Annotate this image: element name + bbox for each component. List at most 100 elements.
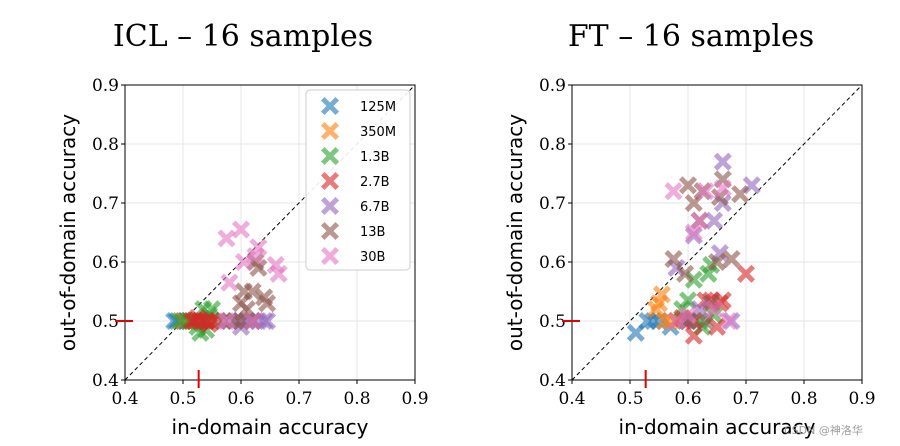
legend-label: 13B: [360, 225, 385, 240]
legend-label: 1.3B: [360, 150, 390, 165]
data-points: [626, 152, 761, 345]
point-30b: [231, 220, 251, 239]
legend: 125M 350M 1.3B 2.7B 6.7B 13B 30B: [305, 89, 411, 271]
x-tick-label: 0.5: [616, 389, 643, 409]
point-30b: [713, 179, 732, 198]
point-125m: [626, 323, 645, 342]
point-13b: [731, 185, 750, 204]
x-tick-label: 0.5: [169, 389, 196, 409]
point-13b: [664, 250, 683, 269]
point-2.7b: [707, 317, 727, 336]
point-13b: [243, 282, 262, 301]
chart-title: FT – 16 samples: [568, 19, 814, 54]
point-30b: [217, 311, 236, 331]
x-tick-label: 0.6: [674, 389, 701, 409]
x-tick-label: 0.8: [790, 389, 817, 409]
point-30b: [664, 182, 683, 201]
ft-chart-panel: FT – 16 samples 0.4 0.5 0.6 0.7 0.8 0.9 0.4 0.5 0…: [503, 19, 876, 439]
x-tick-label: 0.9: [401, 389, 428, 409]
x-axis-label: in-domain accuracy: [619, 415, 816, 439]
legend-item: 125M: [320, 96, 396, 116]
y-tick-label: 0.7: [92, 194, 119, 214]
legend-item: 6.7B: [320, 196, 390, 216]
y-axis-label: out-of-domain accuracy: [503, 114, 527, 351]
legend-item: 350M: [320, 121, 396, 141]
x-axis-label: in-domain accuracy: [172, 415, 369, 439]
legend-marker-30b: [320, 246, 340, 266]
axes-frame: [571, 84, 863, 381]
watermark: CSDN @神洛华: [784, 424, 863, 437]
x-tick-label: 0.7: [732, 389, 759, 409]
point-30b: [696, 182, 715, 201]
legend-item: 13B: [320, 221, 385, 241]
point-6.7b: [258, 311, 277, 331]
y-tick-label: 0.9: [92, 76, 119, 96]
point-13b: [237, 300, 256, 319]
point-30b: [220, 273, 239, 292]
y-axis-label: out-of-domain accuracy: [56, 114, 80, 351]
point-6.7b: [690, 300, 709, 319]
chart-title: ICL – 16 samples: [113, 19, 373, 54]
point-13b: [231, 311, 251, 331]
x-tick-label: 0.6: [227, 389, 254, 409]
legend-marker-350m: [320, 121, 340, 141]
y-tick-label: 0.9: [539, 76, 566, 96]
point-6.7b: [713, 152, 732, 171]
point-13b: [678, 176, 698, 195]
point-2.7b: [200, 314, 219, 333]
x-tick-label: 0.4: [111, 389, 138, 409]
point-30b: [719, 311, 738, 331]
x-tick-label: 0.7: [285, 389, 312, 409]
data-points: [165, 220, 288, 342]
point-13b: [676, 264, 695, 283]
point-30b: [684, 223, 703, 242]
point-350m: [652, 285, 671, 304]
diagonal-reference-line: [571, 84, 863, 381]
point-30b: [234, 252, 253, 272]
legend-label: 125M: [360, 100, 396, 115]
point-30b: [705, 300, 724, 319]
legend-marker-125m: [320, 96, 340, 116]
y-tick-label: 0.4: [92, 371, 119, 391]
icl-chart-panel: ICL – 16 samples 0.4 0.5 0.6 0.7 0.8 0.9 0.4 0.5…: [56, 19, 429, 439]
y-tick-label: 0.6: [92, 253, 119, 273]
legend-label: 6.7B: [360, 200, 390, 215]
legend-label: 350M: [360, 125, 396, 140]
legend-item: 2.7B: [320, 171, 390, 191]
x-tick-label: 0.4: [558, 389, 585, 409]
point-6.7b: [705, 211, 724, 230]
y-tick-label: 0.4: [539, 371, 566, 391]
point-13b: [722, 250, 741, 269]
legend-box: [305, 89, 411, 271]
x-tick-label: 0.8: [343, 389, 370, 409]
y-tick-label: 0.8: [539, 135, 566, 155]
legend-marker-1.3b: [320, 146, 340, 166]
y-tick-label: 0.5: [92, 312, 119, 332]
y-tick-label: 0.8: [92, 135, 119, 155]
y-tick-label: 0.7: [539, 194, 566, 214]
point-13b: [707, 252, 727, 272]
point-2.7b: [684, 326, 703, 345]
point-30b: [690, 211, 709, 230]
y-tick-label: 0.6: [539, 253, 566, 273]
point-30b: [217, 229, 236, 248]
x-tick-label: 0.9: [848, 389, 875, 409]
point-30b: [246, 247, 265, 266]
legend-marker-6.7b: [320, 196, 340, 216]
y-tick-label: 0.5: [539, 312, 566, 332]
legend-label: 2.7B: [360, 175, 390, 190]
point-30b: [269, 264, 288, 283]
legend-item: 30B: [320, 246, 385, 266]
point-2.7b: [188, 309, 207, 328]
point-2.7b: [736, 264, 756, 283]
point-30b: [678, 306, 698, 325]
legend-marker-2.7b: [320, 171, 340, 191]
legend-item: 1.3B: [320, 146, 390, 166]
axes-frame: [124, 84, 416, 381]
legend-marker-13b: [320, 221, 340, 241]
point-13b: [249, 258, 268, 277]
legend-label: 30B: [360, 250, 385, 265]
point-30b: [667, 311, 686, 331]
point-13b: [258, 294, 277, 313]
